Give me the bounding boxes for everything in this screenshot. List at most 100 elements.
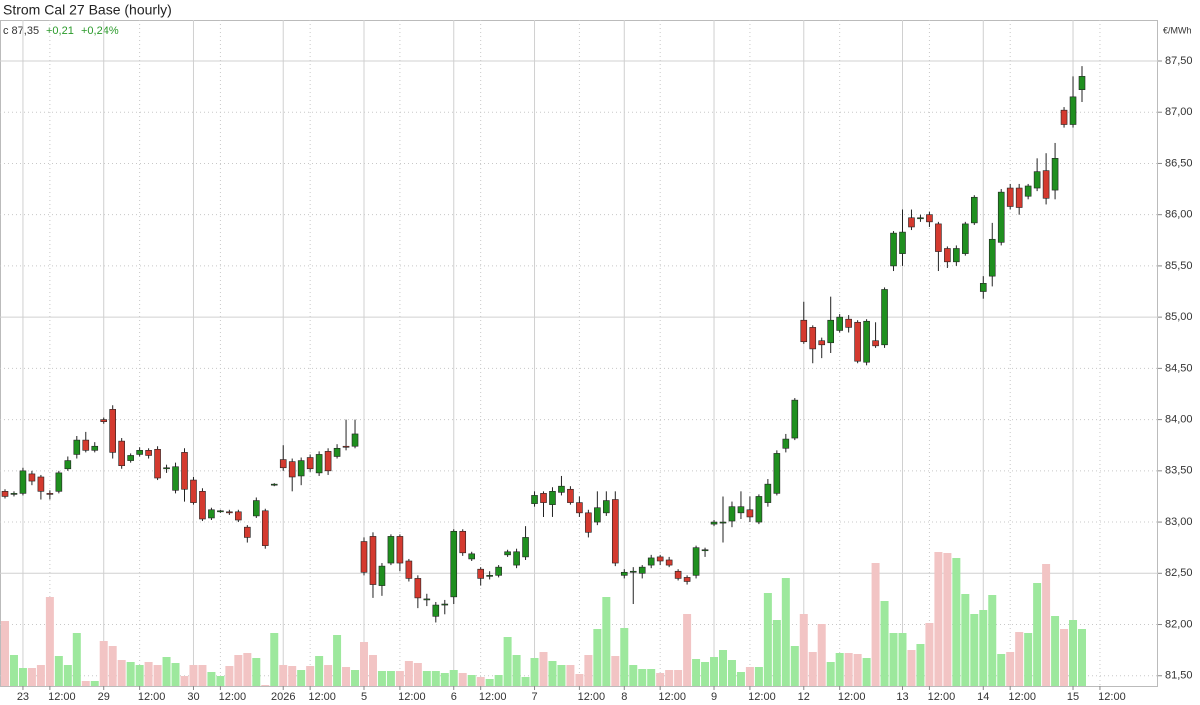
candle-body — [235, 511, 242, 521]
volume-bar — [584, 655, 593, 686]
candle-body — [279, 459, 287, 469]
candle-body — [809, 327, 817, 350]
volume-bar — [324, 665, 333, 686]
candle-body — [997, 191, 1005, 243]
candle-body — [378, 565, 386, 586]
candle-body — [935, 223, 942, 252]
candle-body — [701, 549, 709, 552]
candle-body — [773, 453, 781, 494]
candle-body — [253, 500, 260, 517]
candle-body — [791, 399, 799, 439]
candle-body — [333, 447, 341, 457]
volume-bar — [539, 652, 548, 686]
candle-body — [800, 319, 808, 343]
x-tick-label: 13 — [896, 691, 908, 703]
candle-body — [629, 570, 637, 573]
volume-bar — [9, 655, 18, 686]
volume-bar — [656, 673, 665, 686]
volume-bar — [548, 661, 557, 686]
volume-bar — [252, 658, 261, 686]
candle-body — [728, 506, 736, 522]
volume-bar — [422, 671, 431, 686]
candle-body — [620, 571, 628, 576]
volume-bar — [342, 667, 351, 686]
candle-body — [567, 488, 574, 503]
candle-body — [719, 521, 727, 524]
candle-body — [674, 570, 682, 579]
volume-bar — [297, 670, 306, 686]
candle-body — [1024, 185, 1032, 197]
candle-body — [881, 289, 888, 346]
candle-body — [710, 521, 718, 525]
candle-body — [163, 467, 170, 470]
candle-body — [926, 214, 933, 223]
candle-body — [486, 575, 493, 577]
volume-bar — [234, 655, 243, 686]
x-tick-label: 23 — [17, 691, 29, 703]
volume-bar — [701, 662, 710, 686]
volume-bar — [117, 660, 126, 686]
y-tick-label: 87,50 — [1165, 55, 1193, 67]
candle-body — [827, 319, 835, 344]
x-tick-label: 12:00 — [748, 691, 776, 703]
y-tick-label: 87,00 — [1165, 106, 1193, 118]
volume-bar — [745, 667, 754, 686]
volume-bar — [692, 659, 701, 686]
candle-body — [208, 509, 215, 519]
candle-body — [288, 461, 296, 478]
candle-body — [261, 510, 269, 546]
candle-body — [477, 568, 484, 579]
candle-body — [845, 318, 852, 328]
volume-bar — [790, 646, 799, 686]
candle-body — [423, 598, 431, 601]
volume-bar — [997, 654, 1006, 686]
volume-bar — [907, 650, 916, 686]
candle-body — [217, 510, 224, 513]
volume-bar — [880, 601, 889, 686]
volume-bar — [557, 665, 566, 686]
candle-body — [818, 340, 826, 346]
candle-body — [683, 577, 691, 582]
volume-bar — [871, 563, 880, 686]
x-tick-label: 12:00 — [308, 691, 336, 703]
volume-bar — [395, 671, 404, 686]
volume-bar — [413, 663, 422, 686]
x-tick-label: 12 — [798, 691, 810, 703]
candle-body — [908, 217, 915, 228]
change-percent: +0,24% — [81, 25, 119, 37]
volume-bar — [270, 633, 279, 686]
candle-body — [10, 493, 18, 495]
candle-body — [979, 283, 987, 292]
volume-bar — [727, 660, 736, 686]
candle-body — [854, 321, 861, 362]
x-tick-label: 12:00 — [658, 691, 686, 703]
volume-bar — [781, 578, 790, 686]
volume-bar — [225, 666, 234, 686]
volume-bar — [386, 671, 395, 686]
last-price: c 87,35 — [3, 25, 39, 37]
x-tick-label: 7 — [531, 691, 537, 703]
y-tick-label: 84,50 — [1165, 362, 1193, 374]
x-tick-label: 30 — [187, 691, 199, 703]
volume-bar — [934, 552, 943, 686]
volume-bar — [808, 652, 817, 686]
candle-body — [55, 472, 63, 492]
x-tick-label: 14 — [977, 691, 989, 703]
x-tick-label: 12:00 — [479, 691, 507, 703]
candle-body — [1015, 187, 1023, 208]
candle-body — [360, 541, 368, 573]
volume-bar — [333, 635, 342, 686]
x-tick-label: 12:00 — [578, 691, 606, 703]
candle-body — [324, 451, 332, 472]
candle-body — [531, 495, 538, 504]
x-tick-label: 12:00 — [138, 691, 166, 703]
candle-body — [970, 196, 978, 224]
volume-bar — [1078, 629, 1086, 686]
volume-bar — [988, 595, 997, 686]
candle-body — [19, 470, 27, 494]
volume-bar — [826, 662, 835, 686]
candle-body — [405, 560, 413, 579]
y-tick-label: 83,50 — [1165, 465, 1193, 477]
candle-body — [513, 551, 520, 566]
volume-bar — [72, 633, 81, 686]
